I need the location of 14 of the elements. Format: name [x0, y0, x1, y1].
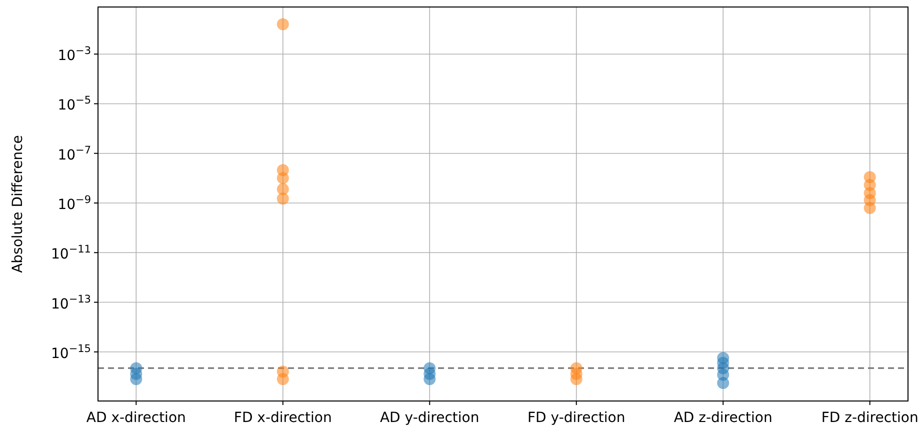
y-tick-label: 10$^{−9}$	[58, 194, 91, 213]
x-tick-label: FD y-direction	[528, 410, 626, 426]
x-tick-label: FD x-direction	[234, 410, 332, 426]
y-tick-label: 10$^{−7}$	[58, 144, 91, 164]
y-tick-label: 10$^{−11}$	[51, 244, 91, 263]
y-tick-label: 10$^{−15}$	[51, 342, 91, 362]
x-tick-label: AD z-direction	[674, 410, 772, 426]
x-tick-label: AD x-direction	[86, 410, 186, 426]
x-tick-label: FD z-direction	[821, 410, 918, 426]
y-tick-label: 10$^{−5}$	[58, 94, 91, 114]
y-axis-title: Absolute Difference	[10, 135, 26, 273]
x-tick-label: AD y-direction	[380, 410, 480, 426]
y-tick-label: 10$^{−3}$	[58, 45, 91, 64]
y-tick-label: 10$^{−13}$	[51, 293, 91, 312]
